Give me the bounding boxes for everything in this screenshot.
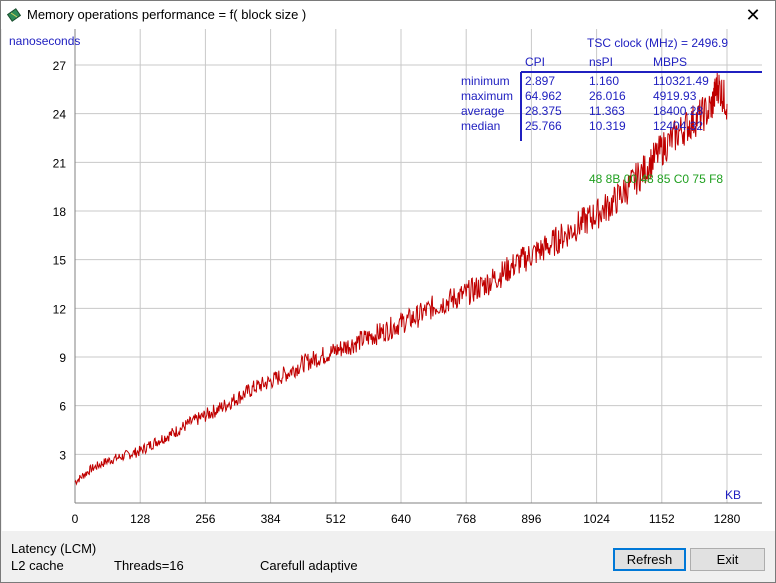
memory-chip-icon — [7, 8, 21, 22]
tsc-clock-label: TSC clock (MHz) = 2496.9 — [587, 36, 728, 50]
stats-mbps-value: 110321.49 — [653, 74, 709, 88]
stats-cpi-value: 2.897 — [525, 74, 555, 88]
stats-row-label: average — [461, 104, 505, 118]
stats-nspi-value: 26.016 — [589, 89, 626, 103]
y-tick-label: 18 — [53, 205, 67, 219]
latency-chart: 0 128 256 384 512 640 768 896 1024 1152 1280 3 6 9 12 1… — [9, 29, 762, 526]
latency-series-line — [74, 71, 728, 486]
stats-column-header: nsPI — [589, 55, 613, 69]
stats-column-header: MBPS — [653, 55, 687, 69]
stats-cpi-value: 64.962 — [525, 89, 562, 103]
stats-mbps-value: 4919.93 — [653, 89, 697, 103]
x-axis-label: KB — [725, 488, 741, 502]
stats-row-label: median — [461, 119, 500, 133]
window-title: Memory operations performance = f( block… — [27, 7, 307, 22]
y-axis-label: nanoseconds — [9, 34, 80, 48]
x-tick-label: 128 — [130, 512, 150, 526]
y-tick-label: 24 — [53, 108, 67, 122]
x-tick-label: 384 — [261, 512, 281, 526]
stats-row-label: minimum — [461, 74, 510, 88]
stats-column-header: CPI — [525, 55, 545, 69]
x-tick-label: 768 — [456, 512, 476, 526]
stats-nspi-value: 1.160 — [589, 74, 619, 88]
y-tick-label: 6 — [59, 400, 66, 414]
y-tick-label: 15 — [53, 254, 67, 268]
x-tick-label: 640 — [391, 512, 411, 526]
refresh-button[interactable]: Refresh — [613, 548, 686, 571]
y-tick-label: 9 — [59, 351, 66, 365]
y-tick-label: 12 — [53, 302, 67, 316]
stats-nspi-value: 10.319 — [589, 119, 626, 133]
status-cache: L2 cache — [11, 558, 64, 573]
x-tick-label: 1280 — [714, 512, 741, 526]
stats-row-label: maximum — [461, 89, 513, 103]
status-threads: Threads=16 — [114, 558, 184, 573]
x-tick-label: 0 — [72, 512, 79, 526]
stats-cpi-value: 28.375 — [525, 104, 562, 118]
y-tick-label: 21 — [53, 156, 67, 170]
x-tick-label: 512 — [326, 512, 346, 526]
chart-area: 0 128 256 384 512 640 768 896 1024 1152 1280 3 6 9 12 1… — [2, 29, 775, 531]
stats-mbps-value: 18400.28 — [653, 104, 703, 118]
x-tick-label: 1024 — [583, 512, 610, 526]
title-bar[interactable]: Memory operations performance = f( block… — [1, 1, 775, 29]
y-tick-label: 27 — [53, 59, 67, 73]
status-method: Carefull adaptive — [260, 558, 358, 573]
instruction-hex-bytes: 48 8B 00 48 85 C0 75 F8 — [589, 172, 723, 186]
stats-nspi-value: 11.363 — [589, 104, 625, 118]
x-tick-label: 1152 — [649, 512, 675, 526]
x-tick-label: 896 — [521, 512, 541, 526]
y-tick-label: 3 — [59, 448, 66, 462]
stats-cpi-value: 25.766 — [525, 119, 562, 133]
status-mode: Latency (LCM) — [11, 541, 97, 556]
stats-mbps-value: 12404.32 — [653, 119, 703, 133]
close-icon: ✕ — [745, 4, 761, 25]
close-button[interactable]: ✕ — [731, 1, 775, 29]
x-tick-label: 256 — [195, 512, 215, 526]
exit-button[interactable]: Exit — [690, 548, 765, 571]
